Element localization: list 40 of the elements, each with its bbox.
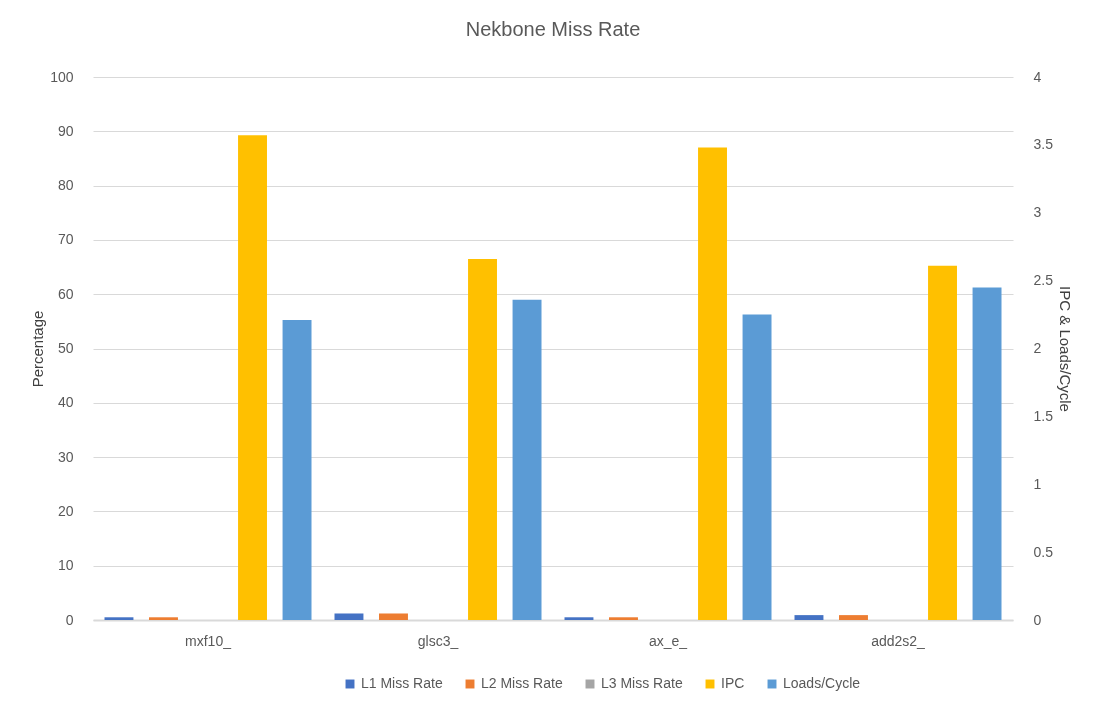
bar bbox=[238, 135, 267, 620]
y-tick-label: 0 bbox=[65, 611, 74, 628]
y2-tick-label: 1.5 bbox=[1033, 407, 1054, 424]
bar bbox=[698, 147, 727, 620]
y2-tick-label: 0 bbox=[1033, 611, 1042, 628]
y-tick-label: 30 bbox=[57, 448, 74, 465]
y-tick-label: 20 bbox=[57, 502, 74, 519]
y-tick-label: 100 bbox=[50, 68, 74, 85]
y2-tick-label: 4 bbox=[1033, 68, 1042, 85]
legend-label: IPC bbox=[721, 675, 745, 691]
bar bbox=[742, 314, 772, 620]
legend-label: Loads/Cycle bbox=[783, 675, 861, 691]
y-tick-label: 70 bbox=[57, 231, 74, 248]
y2-tick-label: 2 bbox=[1033, 340, 1042, 356]
x-tick-label: glsc3_ bbox=[417, 632, 459, 649]
bar bbox=[928, 265, 957, 620]
y-tick-label: 60 bbox=[57, 285, 74, 302]
y-tick-label: 90 bbox=[57, 122, 74, 139]
bar bbox=[468, 258, 497, 620]
legend-label: L2 Miss Rate bbox=[481, 675, 563, 691]
y2-tick-label: 0.5 bbox=[1033, 543, 1054, 560]
bar bbox=[972, 287, 1002, 620]
y-tick-label: 10 bbox=[57, 557, 74, 574]
legend-label: L1 Miss Rate bbox=[361, 675, 443, 691]
y-tick-label: 40 bbox=[57, 394, 74, 411]
y2-tick-label: 3 bbox=[1033, 204, 1042, 221]
y2-tick-label: 1 bbox=[1033, 475, 1042, 492]
legend-label: L3 Miss Rate bbox=[601, 675, 683, 691]
chart-title: Nekbone Miss Rate bbox=[465, 18, 641, 40]
y-axis-title: Percentage bbox=[29, 310, 47, 388]
y-tick-label: 80 bbox=[57, 177, 74, 194]
y2-tick-label: 2.5 bbox=[1033, 272, 1054, 289]
x-tick-label: mxf10_ bbox=[185, 632, 232, 649]
bar bbox=[512, 299, 542, 620]
bar bbox=[282, 319, 312, 620]
y2-tick-label: 3.5 bbox=[1033, 136, 1054, 153]
y2-axis-title: IPC & Loads/Cycle bbox=[1056, 286, 1074, 412]
x-tick-label: add2s2_ bbox=[871, 632, 926, 649]
y-tick-label: 50 bbox=[57, 340, 74, 356]
x-tick-label: ax_e_ bbox=[648, 632, 688, 649]
